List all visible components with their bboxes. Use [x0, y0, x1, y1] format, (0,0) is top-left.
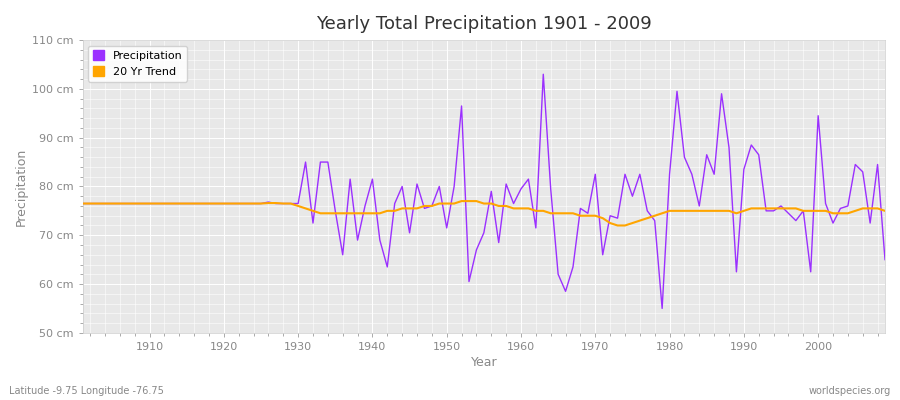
- 20 Yr Trend: [456, 199, 467, 204]
- 20 Yr Trend: [137, 201, 148, 206]
- Precipitation: [77, 201, 88, 206]
- Precipitation: [657, 306, 668, 311]
- Precipitation: [508, 201, 519, 206]
- 20 Yr Trend: [879, 208, 890, 213]
- 20 Yr Trend: [77, 201, 88, 206]
- Precipitation: [879, 257, 890, 262]
- 20 Yr Trend: [619, 223, 630, 228]
- Y-axis label: Precipitation: Precipitation: [15, 147, 28, 226]
- 20 Yr Trend: [516, 206, 526, 211]
- Precipitation: [516, 186, 526, 191]
- Precipitation: [137, 201, 148, 206]
- Precipitation: [345, 177, 356, 182]
- Precipitation: [301, 160, 311, 164]
- 20 Yr Trend: [612, 223, 623, 228]
- Precipitation: [612, 216, 623, 220]
- X-axis label: Year: Year: [471, 356, 497, 369]
- 20 Yr Trend: [345, 211, 356, 216]
- 20 Yr Trend: [301, 206, 311, 211]
- Text: worldspecies.org: worldspecies.org: [809, 386, 891, 396]
- 20 Yr Trend: [523, 206, 534, 211]
- Precipitation: [538, 72, 549, 77]
- Title: Yearly Total Precipitation 1901 - 2009: Yearly Total Precipitation 1901 - 2009: [316, 15, 652, 33]
- Line: 20 Yr Trend: 20 Yr Trend: [83, 201, 885, 226]
- Line: Precipitation: Precipitation: [83, 74, 885, 308]
- Text: Latitude -9.75 Longitude -76.75: Latitude -9.75 Longitude -76.75: [9, 386, 164, 396]
- Legend: Precipitation, 20 Yr Trend: Precipitation, 20 Yr Trend: [88, 46, 187, 82]
